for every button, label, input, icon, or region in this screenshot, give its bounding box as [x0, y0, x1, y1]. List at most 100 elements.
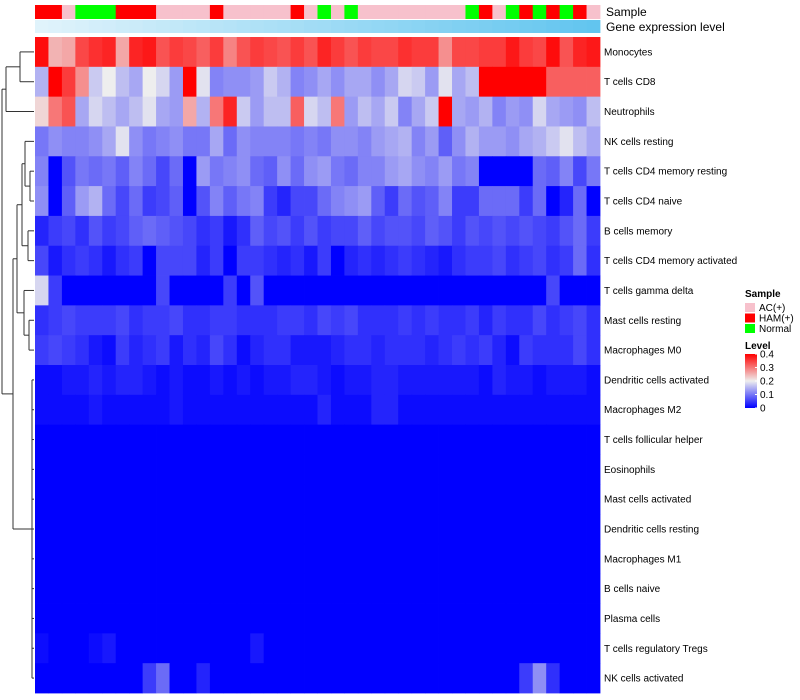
heatmap-cell [411, 514, 426, 545]
heatmap-cell [277, 573, 291, 604]
heatmap-cell [277, 305, 291, 336]
heatmap-cell [532, 37, 547, 68]
heatmap-cell [236, 66, 251, 98]
heatmap-cell [115, 275, 130, 306]
heatmap-cell [169, 514, 184, 545]
heatmap-cell [75, 365, 90, 396]
heatmap-cell [102, 156, 117, 187]
heatmap-cell [169, 394, 184, 426]
heatmap-cell [425, 37, 439, 68]
heatmap-cell [465, 275, 480, 306]
gene-expression-annotation-cell [478, 20, 493, 33]
heatmap-cell [371, 484, 386, 515]
heatmap-cell [142, 96, 157, 127]
heatmap-cell [532, 454, 547, 485]
heatmap-cell [398, 156, 413, 187]
heatmap-cell [129, 245, 144, 276]
heatmap-cell [102, 335, 117, 366]
heatmap-cell [290, 543, 305, 575]
heatmap-cell [532, 603, 547, 634]
heatmap-cell [546, 633, 561, 664]
heatmap-cell [263, 573, 278, 604]
heatmap-cell [586, 663, 601, 694]
heatmap-cell [532, 156, 547, 187]
heatmap-cell [465, 126, 480, 157]
sample-annotation-cell [532, 5, 547, 19]
heatmap-cell [546, 424, 561, 455]
heatmap-cell [61, 66, 76, 98]
heatmap-cell [546, 96, 561, 127]
heatmap-cell [344, 603, 359, 634]
heatmap-cell [102, 663, 117, 694]
heatmap-cell [398, 484, 413, 515]
heatmap-cell [398, 215, 413, 247]
heatmap-cell [102, 365, 117, 396]
heatmap-cell [223, 335, 238, 366]
heatmap-cell [317, 603, 332, 634]
heatmap-cell [546, 573, 561, 604]
heatmap-cell [371, 305, 386, 336]
heatmap-cell [75, 603, 90, 634]
heatmap-cell [546, 514, 561, 545]
heatmap-cell [492, 573, 507, 604]
heatmap-cell [330, 37, 345, 68]
heatmap-cell [196, 454, 211, 485]
heatmap-cell [250, 663, 265, 694]
heatmap-cell [263, 275, 278, 306]
row-label: NK cells resting [604, 137, 673, 148]
heatmap-cell [519, 37, 534, 68]
heatmap-cell [290, 633, 305, 664]
sample-annotation-cell [384, 5, 399, 19]
heatmap-cell [573, 275, 587, 306]
heatmap-cell [398, 424, 413, 455]
heatmap-cell [61, 186, 76, 217]
heatmap-cell [209, 543, 224, 575]
heatmap-cell [129, 156, 144, 187]
heatmap-cell [465, 633, 480, 664]
heatmap-cell [546, 663, 561, 694]
heatmap-cell [573, 514, 587, 545]
heatmap-cell [35, 215, 49, 247]
heatmap-cell [532, 66, 547, 98]
heatmap-cell [182, 394, 197, 426]
heatmap-cell [35, 543, 49, 575]
heatmap-cell [182, 156, 197, 187]
heatmap-cell [317, 215, 332, 247]
row-label: Macrophages M2 [604, 405, 682, 416]
heatmap-cell [102, 126, 117, 157]
heatmap-cell [425, 96, 439, 127]
heatmap-cell [478, 514, 493, 545]
heatmap-cell [182, 514, 197, 545]
heatmap-cell [61, 603, 76, 634]
sample-annotation-cell [452, 5, 466, 19]
heatmap-cell [35, 484, 49, 515]
heatmap-cell [546, 156, 561, 187]
heatmap-cell [505, 573, 520, 604]
heatmap-cell [532, 394, 547, 426]
heatmap-cell [48, 275, 63, 306]
heatmap-cell [263, 424, 278, 455]
heatmap-cell [156, 424, 170, 455]
row-label: Mast cells resting [604, 316, 681, 327]
heatmap-cell [35, 454, 49, 485]
gene-expression-annotation-cell [546, 20, 561, 33]
heatmap-cell [357, 365, 372, 396]
heatmap-cell [236, 424, 251, 455]
heatmap-cell [546, 365, 561, 396]
heatmap-cell [61, 633, 76, 664]
heatmap-cell [196, 275, 211, 306]
heatmap-cell [115, 37, 130, 68]
heatmap-cell [250, 335, 265, 366]
heatmap-cell [546, 66, 561, 98]
heatmap-cell [478, 603, 493, 634]
heatmap-cell [344, 543, 359, 575]
heatmap-cell [425, 335, 439, 366]
heatmap-cell [236, 126, 251, 157]
heatmap-cell [384, 96, 399, 127]
heatmap-cell [371, 573, 386, 604]
row-dendrogram [1, 51, 34, 679]
heatmap-cell [411, 543, 426, 575]
heatmap-cell [411, 275, 426, 306]
heatmap-cell [532, 573, 547, 604]
heatmap-cell [129, 424, 144, 455]
